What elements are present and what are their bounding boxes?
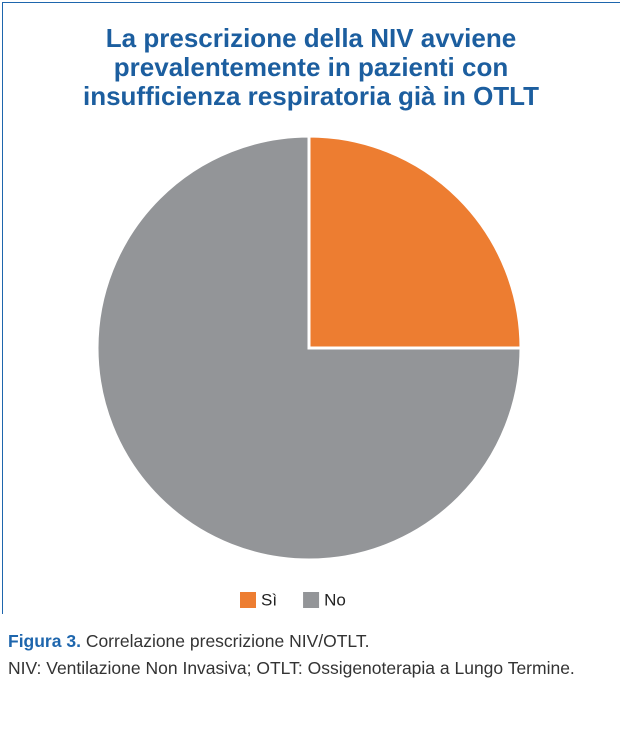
legend-swatch [303,592,320,608]
legend-swatch [240,592,256,608]
caption-note: NIV: Ventilazione Non Invasiva; OTLT: Os… [8,658,575,678]
chart: Sì No [95,134,523,609]
caption-label: Figura 3. [8,631,81,651]
caption-line: Figura 3. Correlazione prescrizione NIV/… [8,628,612,655]
figure-frame [2,2,620,614]
pie-slice [307,134,523,350]
legend-label: No [324,590,346,609]
chart-title: La prescrizione della NIV avviene preval… [82,23,540,111]
legend-label: Sì [261,590,277,609]
caption-title: Correlazione prescrizione NIV/OTLT. [85,631,370,651]
pie-slice [95,134,523,562]
caption: Figura 3. Correlazione prescrizione NIV/… [8,628,612,682]
